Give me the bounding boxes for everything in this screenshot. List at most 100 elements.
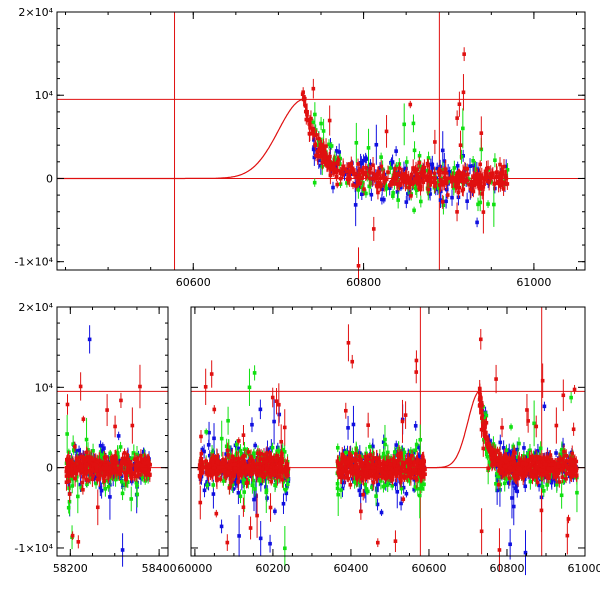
red-data-point <box>109 464 113 479</box>
red-data-point <box>411 461 416 479</box>
blue-data-point <box>455 161 460 171</box>
red-data-point <box>471 185 476 198</box>
red-data-point <box>130 407 135 444</box>
red-data-point <box>260 467 265 484</box>
red-data-point <box>412 456 417 468</box>
red-data-point <box>345 470 349 478</box>
blue-data-point <box>511 487 516 526</box>
red-data-point <box>461 182 466 197</box>
blue-data-point <box>399 496 403 511</box>
red-data-point <box>223 456 228 465</box>
red-data-point <box>73 441 77 452</box>
red-data-point <box>448 173 453 184</box>
red-data-point <box>561 456 566 469</box>
red-data-point <box>246 448 251 456</box>
green-data-point <box>532 400 536 447</box>
green-data-point <box>228 450 232 460</box>
y-tick-label: 10⁴ <box>35 381 54 394</box>
blue-data-point <box>394 146 398 157</box>
green-data-point <box>413 182 418 195</box>
green-data-point <box>391 189 395 197</box>
red-data-point <box>384 175 389 183</box>
red-data-point <box>458 130 463 160</box>
red-data-point <box>361 169 366 179</box>
green-data-point <box>509 423 513 431</box>
red-data-point <box>364 458 368 467</box>
red-data-point <box>543 457 548 471</box>
red-data-point <box>572 455 577 473</box>
red-data-point <box>324 138 328 155</box>
red-data-point <box>500 418 504 438</box>
red-data-point <box>379 160 384 173</box>
red-data-point <box>255 448 260 459</box>
red-data-point <box>65 394 70 415</box>
green-data-point <box>517 437 521 450</box>
red-data-point <box>105 463 110 475</box>
red-data-point <box>501 181 506 196</box>
red-data-point <box>283 461 287 477</box>
red-data-point <box>119 392 123 409</box>
green-data-point <box>234 439 239 450</box>
red-data-point <box>410 450 414 462</box>
red-data-point <box>488 165 493 183</box>
red-data-point <box>269 477 274 486</box>
red-data-point <box>81 415 86 423</box>
y-tick-label: 0 <box>46 462 53 475</box>
red-data-point <box>338 466 343 479</box>
blue-data-point <box>120 533 125 567</box>
red-data-point <box>417 156 422 169</box>
red-data-point <box>415 174 420 190</box>
red-data-point <box>414 161 418 177</box>
red-data-point <box>489 443 493 457</box>
red-data-point <box>322 148 327 167</box>
red-data-point <box>497 528 502 572</box>
blue-data-point <box>258 399 263 420</box>
green-data-point <box>495 469 499 478</box>
red-data-point <box>494 167 499 186</box>
red-data-point <box>566 514 571 524</box>
red-data-point <box>70 531 75 540</box>
blue-data-point <box>404 195 409 209</box>
red-data-point <box>141 462 145 476</box>
red-data-point <box>491 446 495 463</box>
blue-data-point <box>508 528 512 560</box>
green-data-point <box>486 200 490 208</box>
red-data-point <box>542 467 546 483</box>
red-data-point <box>550 455 554 473</box>
red-data-point <box>313 140 317 149</box>
x-tick-label: 61000 <box>516 276 551 289</box>
red-data-point <box>227 456 231 467</box>
red-data-point <box>521 457 525 470</box>
red-data-point <box>386 165 390 179</box>
red-data-point <box>519 454 524 469</box>
red-data-point <box>479 116 484 150</box>
red-data-point <box>303 101 308 110</box>
green-data-point <box>366 128 371 167</box>
red-data-point <box>267 449 272 465</box>
red-data-point <box>400 399 405 443</box>
red-data-point <box>349 156 354 171</box>
green-data-point <box>367 177 372 195</box>
red-data-point <box>403 401 408 429</box>
red-data-point <box>465 169 470 180</box>
red-data-point <box>378 170 383 187</box>
green-data-point <box>561 478 566 485</box>
red-data-point <box>420 167 424 185</box>
red-data-point <box>282 409 287 446</box>
y-tick-label: -1×10⁴ <box>14 256 53 269</box>
red-data-point <box>366 463 371 472</box>
red-data-point <box>401 495 406 503</box>
red-data-point <box>95 489 100 526</box>
red-data-point <box>347 169 352 187</box>
red-data-point <box>415 471 419 489</box>
red-data-point <box>84 466 89 479</box>
green-data-point <box>143 476 147 485</box>
green-data-point <box>370 483 374 491</box>
red-data-point <box>569 453 573 465</box>
red-data-point <box>366 412 370 438</box>
red-data-point <box>280 471 285 488</box>
red-data-point <box>425 158 430 169</box>
red-data-point <box>78 372 83 401</box>
red-data-point <box>408 175 412 186</box>
green-data-point <box>247 368 252 406</box>
